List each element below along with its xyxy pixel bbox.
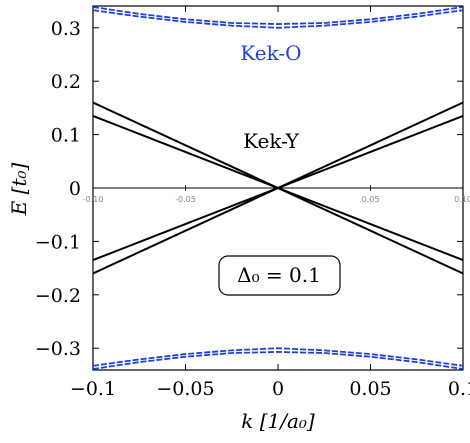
x-axis-label: k [1/a₀] bbox=[241, 409, 315, 433]
inner-tick-label: -0.05 bbox=[175, 195, 196, 204]
x-tick-label: −0.1 bbox=[70, 378, 116, 400]
x-tick-label: 0.1 bbox=[448, 378, 470, 400]
y-tick-label: −0.2 bbox=[35, 285, 81, 307]
y-tick-label: 0.2 bbox=[51, 71, 81, 93]
inner-tick-label: 0.10 bbox=[454, 195, 470, 204]
y-tick-label: 0.1 bbox=[51, 125, 81, 147]
annotation-kek-o: Kek-O bbox=[240, 41, 301, 65]
x-tick-label: 0 bbox=[272, 378, 284, 400]
series-line-kek-o-3 bbox=[93, 351, 463, 370]
inner-tick-label: -0.10 bbox=[83, 195, 104, 204]
y-tick-label: 0.3 bbox=[51, 18, 81, 40]
x-tick-label: −0.05 bbox=[156, 378, 214, 400]
annotation-delta-box bbox=[218, 255, 341, 296]
series-line-kek-o-2 bbox=[93, 347, 463, 367]
annotation-kek-y: Kek-Y bbox=[243, 129, 300, 153]
labels-layer: 0.30.20.10−0.1−0.2−0.3−0.1−0.0500.050.1-… bbox=[35, 18, 470, 400]
inner-tick-label: 0.05 bbox=[362, 195, 380, 204]
series-layer bbox=[93, 6, 463, 370]
x-tick-label: 0.05 bbox=[349, 378, 391, 400]
y-tick-label: 0 bbox=[69, 178, 81, 200]
y-axis-label: E [t₀] bbox=[7, 162, 31, 216]
series-line-kek-o-1 bbox=[93, 9, 463, 29]
series-line-kek-o-0 bbox=[93, 6, 463, 25]
y-tick-label: −0.1 bbox=[35, 231, 81, 253]
annotation-delta: Δ₀ = 0.1 bbox=[237, 263, 321, 287]
y-tick-label: −0.3 bbox=[35, 338, 81, 360]
series-line-kek-y-7 bbox=[93, 114, 463, 262]
